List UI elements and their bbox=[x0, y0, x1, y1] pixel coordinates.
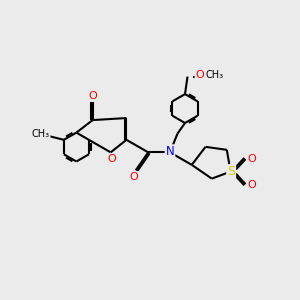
Text: O: O bbox=[88, 91, 97, 100]
Text: N: N bbox=[166, 145, 174, 158]
Text: O: O bbox=[108, 154, 116, 164]
Text: CH₃: CH₃ bbox=[206, 70, 224, 80]
Text: S: S bbox=[227, 165, 235, 178]
Text: O: O bbox=[248, 180, 256, 190]
Text: O: O bbox=[130, 172, 139, 182]
Text: O: O bbox=[196, 70, 204, 80]
Text: CH₃: CH₃ bbox=[32, 129, 50, 139]
Text: O: O bbox=[248, 154, 256, 164]
